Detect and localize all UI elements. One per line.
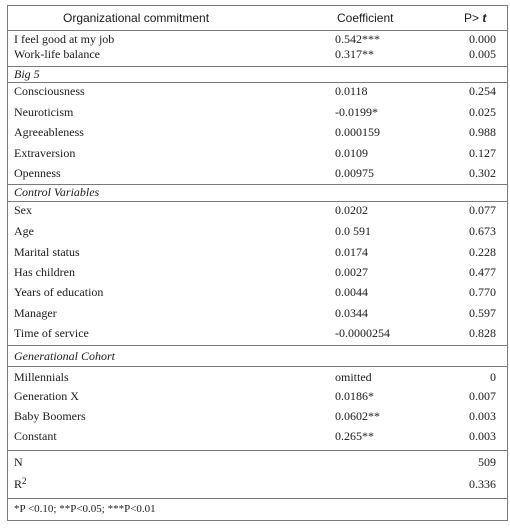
- row-coefficient: omitted: [335, 370, 372, 384]
- divider: [8, 498, 507, 499]
- divider: [8, 82, 507, 83]
- table-header: Organizational commitment Coefficient P>…: [8, 6, 507, 31]
- row-label: Marital status: [14, 245, 80, 259]
- row-coefficient: 0.0027: [335, 265, 368, 279]
- row-coefficient: 0.0044: [335, 285, 368, 299]
- row-label: Neuroticism: [14, 105, 74, 119]
- divider: [8, 66, 507, 67]
- divider: [8, 450, 507, 451]
- n-value: 509: [478, 455, 496, 469]
- row-p-value: 0.077: [469, 203, 496, 217]
- row-label: Millennials: [14, 370, 69, 384]
- row-coefficient: -0.0000254: [335, 326, 390, 340]
- row-p-value: 0.127: [469, 146, 496, 160]
- section-title-text: Generational Cohort: [14, 349, 115, 363]
- section-title-text: Control Variables: [14, 185, 100, 199]
- row-coefficient: 0.0186*: [335, 389, 374, 403]
- row-p-value: 0.025: [469, 105, 496, 119]
- row-coefficient: 0.542***: [335, 32, 380, 46]
- r2-value: 0.336: [469, 477, 496, 491]
- row-p-value: 0.228: [469, 245, 496, 259]
- row-p-value: 0.770: [469, 285, 496, 299]
- row-coefficient: 0.00975: [335, 166, 374, 180]
- header-p-value: P> t: [464, 11, 486, 25]
- row-p-value: 0.003: [469, 429, 496, 443]
- divider: [8, 366, 507, 367]
- row-coefficient: 0.0 591: [335, 224, 371, 238]
- row-label: Sex: [14, 203, 32, 217]
- row-coefficient: 0.0118: [335, 84, 368, 98]
- row-label: Manager: [14, 306, 57, 320]
- header-p-t: t: [482, 11, 487, 25]
- divider: [8, 201, 507, 202]
- row-label: Agreeableness: [14, 125, 84, 139]
- r2-label-text: R: [14, 477, 23, 491]
- row-p-value: 0: [490, 370, 496, 384]
- row-coefficient: 0.317**: [335, 47, 374, 61]
- n-label: N: [14, 455, 23, 469]
- row-p-value: 0.000: [469, 32, 496, 46]
- r2-label-sup: 2: [22, 476, 27, 486]
- row-p-value: 0.477: [469, 265, 496, 279]
- row-label: Work-life balance: [14, 47, 100, 61]
- header-p-prefix: P>: [464, 11, 483, 25]
- row-label: Has children: [14, 265, 75, 279]
- row-label: Consciousness: [14, 84, 85, 98]
- row-label: Extraversion: [14, 146, 76, 160]
- header-variable: Organizational commitment: [63, 11, 210, 25]
- section-title-text: Big 5: [14, 67, 40, 81]
- row-label: Time of service: [14, 326, 89, 340]
- row-label: Generation X: [14, 389, 79, 403]
- row-p-value: 0.828: [469, 326, 496, 340]
- row-coefficient: 0.265**: [335, 429, 374, 443]
- divider: [8, 184, 507, 185]
- row-label: Baby Boomers: [14, 409, 86, 423]
- header-coefficient: Coefficient: [337, 11, 394, 25]
- row-coefficient: 0.000159: [335, 125, 380, 139]
- row-p-value: 0.597: [469, 306, 496, 320]
- regression-table: Organizational commitment Coefficient P>…: [7, 5, 508, 521]
- row-label: Age: [14, 224, 34, 238]
- row-p-value: 0.254: [469, 84, 496, 98]
- divider: [8, 345, 507, 346]
- row-coefficient: 0.0174: [335, 245, 368, 259]
- row-label: I feel good at my job: [14, 32, 115, 46]
- row-coefficient: 0.0109: [335, 146, 368, 160]
- row-label: Openness: [14, 166, 61, 180]
- row-label: Constant: [14, 429, 57, 443]
- row-label: Years of education: [14, 285, 104, 299]
- row-coefficient: 0.0202: [335, 203, 368, 217]
- r2-label: R2: [14, 476, 27, 492]
- row-coefficient: 0.0602**: [335, 409, 380, 423]
- row-p-value: 0.673: [469, 224, 496, 238]
- row-p-value: 0.988: [469, 125, 496, 139]
- row-coefficient: 0.0344: [335, 306, 368, 320]
- significance-note: *P <0.10; **P<0.05; ***P<0.01: [14, 503, 156, 515]
- row-p-value: 0.007: [469, 389, 496, 403]
- row-p-value: 0.003: [469, 409, 496, 423]
- row-coefficient: -0.0199*: [335, 105, 378, 119]
- row-p-value: 0.302: [469, 166, 496, 180]
- row-p-value: 0.005: [469, 47, 496, 61]
